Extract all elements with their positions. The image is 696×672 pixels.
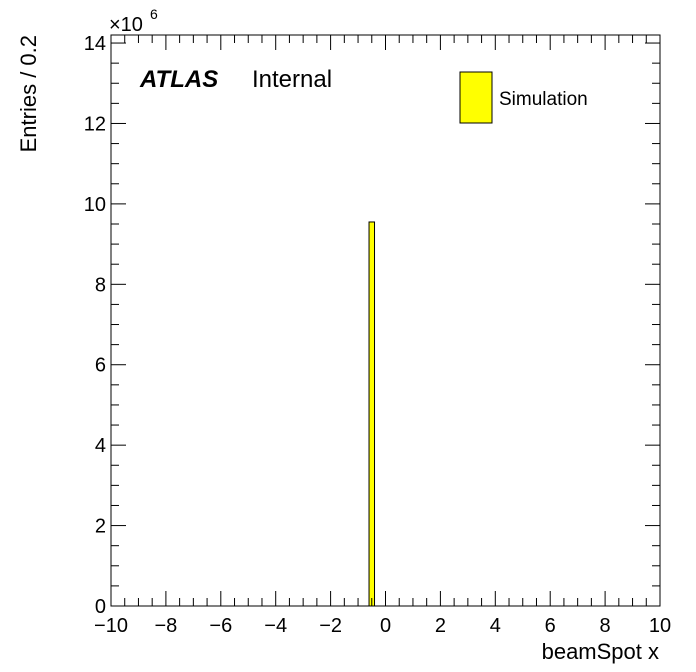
y-tick-label: 10: [84, 194, 106, 216]
x-tick-label: −8: [154, 615, 177, 637]
y-tick-label: 14: [84, 33, 106, 55]
histogram-bars: [368, 221, 376, 607]
y-axis-label: Entries / 0.2: [16, 35, 41, 152]
histogram-bar-0: [368, 221, 376, 607]
y-multiplier: ×10: [109, 14, 143, 36]
legend: Simulation: [459, 71, 588, 124]
legend-swatch: [459, 71, 493, 124]
x-tick-label: 0: [380, 615, 391, 637]
x-tick-label: 2: [435, 615, 446, 637]
internal-label: Internal: [252, 66, 332, 93]
y-axis-ticks: 0 2 4 6 8 10 12 14: [84, 33, 660, 618]
x-tick-label: −6: [209, 615, 232, 637]
y-tick-label: 8: [95, 274, 106, 296]
x-tick-label: −4: [264, 615, 287, 637]
x-tick-label: −2: [319, 615, 342, 637]
y-tick-label: 2: [95, 516, 106, 538]
y-multiplier-exponent: 6: [150, 6, 158, 22]
x-axis-ticks: −10 −8 −6 −4 −2 0 2 4 6 8 10: [94, 35, 671, 637]
x-tick-label: 6: [545, 615, 556, 637]
x-tick-label: 4: [490, 615, 501, 637]
x-tick-label: 10: [649, 615, 671, 637]
x-tick-label: −10: [94, 615, 128, 637]
plot-frame: [110, 34, 661, 607]
x-axis-label: beamSpot x: [542, 639, 659, 664]
atlas-label: ATLAS: [139, 66, 218, 93]
y-tick-label: 6: [95, 355, 106, 377]
legend-label-simulation: Simulation: [499, 89, 588, 110]
y-tick-label: 0: [95, 596, 106, 618]
x-tick-label: 8: [600, 615, 611, 637]
y-tick-label: 12: [84, 113, 106, 135]
y-tick-label: 4: [95, 435, 106, 457]
